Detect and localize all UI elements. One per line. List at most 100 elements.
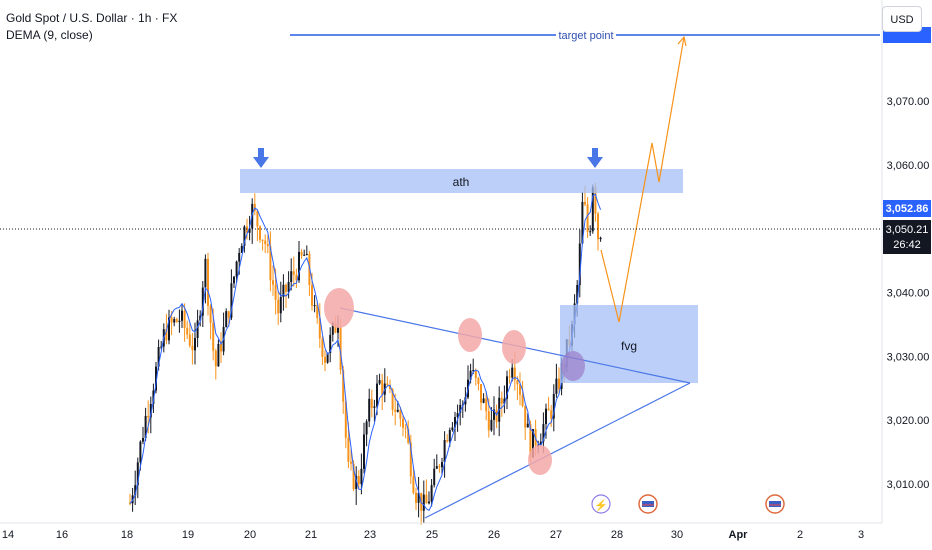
candle-body xyxy=(352,463,355,489)
candle-body xyxy=(513,367,516,381)
candle-body xyxy=(186,327,189,335)
candle-body xyxy=(173,319,176,323)
candle-body xyxy=(214,350,217,367)
ath-label: ath xyxy=(453,175,470,189)
candle-body xyxy=(181,310,183,321)
candle-body xyxy=(269,246,272,281)
x-tick-label: 20 xyxy=(244,529,256,541)
candle-body xyxy=(506,376,508,399)
candle-body xyxy=(165,329,168,341)
candle-body xyxy=(519,384,521,395)
candle-body xyxy=(487,411,490,431)
candle-body xyxy=(576,284,579,304)
candle-body xyxy=(482,398,485,403)
candle-body xyxy=(472,370,475,372)
candle-body xyxy=(152,390,155,404)
candle-body xyxy=(344,401,347,438)
candle-body xyxy=(555,378,558,394)
candle-body xyxy=(558,378,560,389)
candle-body xyxy=(196,320,199,338)
x-tick-label: 2 xyxy=(797,529,803,541)
candle-body xyxy=(503,398,506,404)
candle-body xyxy=(305,253,308,255)
y-tick-label: 3,040.00 xyxy=(887,288,930,300)
candle-body xyxy=(316,305,319,319)
candle-body xyxy=(253,203,256,211)
candle-body xyxy=(248,228,251,233)
candle-body xyxy=(448,430,451,442)
candle-body xyxy=(246,226,248,233)
candle-body xyxy=(355,475,358,489)
candle-body xyxy=(139,441,142,463)
candle-body xyxy=(365,421,368,435)
candle-body xyxy=(266,244,269,247)
x-tick-label: 16 xyxy=(56,529,68,541)
candle-body xyxy=(337,327,339,333)
candle-body xyxy=(542,424,545,442)
candle-body xyxy=(129,503,131,505)
x-tick-label: 23 xyxy=(364,529,376,541)
candle-body xyxy=(524,405,527,428)
last-close-label: 3,050.21 xyxy=(886,224,929,236)
candle-body xyxy=(430,485,433,502)
candle-body xyxy=(350,461,352,464)
dema-line xyxy=(129,193,602,512)
candle-body xyxy=(178,320,181,323)
candle-body xyxy=(217,343,220,367)
symbol-title: Gold Spot / U.S. Dollar · 1h · FX xyxy=(6,11,178,25)
lightning-icon: ⚡ xyxy=(594,499,608,512)
chart-legend: Gold Spot / U.S. Dollar · 1h · FX DEMA (… xyxy=(6,10,177,44)
candle-body xyxy=(376,383,378,407)
candle-body xyxy=(500,397,503,404)
candle-body xyxy=(446,440,449,442)
candle-body xyxy=(256,210,259,227)
candle-body xyxy=(339,327,342,370)
candle-body xyxy=(396,409,399,412)
x-tick-label: 19 xyxy=(182,529,194,541)
candle-body xyxy=(209,305,212,323)
candle-body xyxy=(311,285,313,306)
candle-body xyxy=(225,311,228,328)
touch-circle xyxy=(458,318,482,352)
candle-body xyxy=(415,492,417,503)
candle-body xyxy=(259,226,261,240)
lower-trendline xyxy=(424,382,691,519)
y-tick-label: 3,060.00 xyxy=(887,160,930,172)
candle-body xyxy=(318,318,321,339)
touch-circle xyxy=(528,445,552,475)
last-close-badge xyxy=(883,220,931,254)
candle-body xyxy=(511,367,514,378)
candle-body xyxy=(313,305,316,307)
candle-body xyxy=(586,204,589,232)
candle-body xyxy=(261,239,264,241)
candle-body xyxy=(274,284,277,300)
candle-body xyxy=(597,213,599,240)
target-label-bg xyxy=(556,27,616,42)
candle-body xyxy=(441,462,443,468)
candle-body xyxy=(391,388,394,410)
candle-body xyxy=(545,408,547,425)
candle-body xyxy=(287,282,290,292)
candle-body xyxy=(175,319,178,323)
candle-body xyxy=(402,418,404,428)
x-tick-label: 27 xyxy=(550,529,562,541)
x-tick-label: 30 xyxy=(671,529,683,541)
candle-body xyxy=(360,468,363,485)
currency-button[interactable]: USD xyxy=(882,6,922,32)
candle-body xyxy=(329,334,332,353)
candle-body xyxy=(212,322,215,351)
candle-body xyxy=(591,187,594,232)
y-tick-label: 3,070.00 xyxy=(887,96,930,108)
x-tick-label: 3 xyxy=(858,529,864,541)
candle-body xyxy=(290,271,293,283)
candle-body xyxy=(308,253,311,286)
y-tick-label: 3,030.00 xyxy=(887,351,930,363)
candle-body xyxy=(529,423,532,458)
candle-body xyxy=(298,251,300,281)
candle-body xyxy=(240,245,243,254)
candle-body xyxy=(599,237,602,240)
candle-body xyxy=(264,240,267,245)
candle-body xyxy=(142,437,144,442)
projection-path xyxy=(600,36,685,323)
